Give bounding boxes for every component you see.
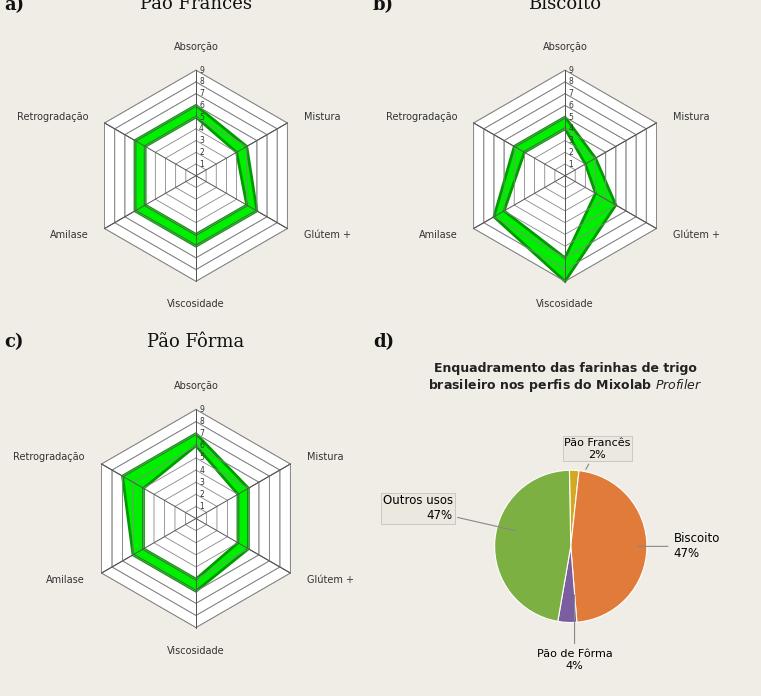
Polygon shape bbox=[101, 409, 291, 628]
Text: Retrogradação: Retrogradação bbox=[386, 111, 457, 122]
Polygon shape bbox=[155, 129, 237, 223]
Polygon shape bbox=[154, 470, 238, 567]
Wedge shape bbox=[569, 470, 579, 546]
Ellipse shape bbox=[495, 544, 647, 561]
Text: Absorção: Absorção bbox=[174, 381, 218, 391]
Text: Glútem +: Glútem + bbox=[673, 230, 720, 240]
Polygon shape bbox=[144, 458, 248, 579]
Text: Mistura: Mistura bbox=[304, 111, 340, 122]
Text: Viscosidade: Viscosidade bbox=[167, 646, 224, 656]
Polygon shape bbox=[504, 105, 626, 246]
Text: 3: 3 bbox=[199, 477, 204, 487]
Polygon shape bbox=[115, 82, 277, 269]
Polygon shape bbox=[135, 105, 257, 246]
Polygon shape bbox=[145, 117, 247, 235]
Polygon shape bbox=[164, 482, 228, 555]
Polygon shape bbox=[555, 164, 575, 187]
Text: 4: 4 bbox=[199, 125, 204, 134]
Polygon shape bbox=[135, 105, 257, 246]
Title: Biscoito: Biscoito bbox=[529, 0, 601, 13]
Text: a): a) bbox=[4, 0, 24, 14]
Text: Absorção: Absorção bbox=[174, 42, 218, 52]
Text: 2: 2 bbox=[199, 490, 204, 499]
Polygon shape bbox=[123, 434, 248, 591]
Text: 5: 5 bbox=[199, 453, 204, 462]
Polygon shape bbox=[133, 446, 259, 591]
Polygon shape bbox=[144, 446, 238, 579]
Text: 6: 6 bbox=[568, 101, 573, 110]
Polygon shape bbox=[145, 117, 247, 235]
Text: 8: 8 bbox=[199, 417, 204, 426]
Text: 8: 8 bbox=[199, 77, 204, 86]
Text: Retrogradação: Retrogradação bbox=[17, 111, 88, 122]
Polygon shape bbox=[484, 82, 646, 269]
Polygon shape bbox=[175, 494, 217, 543]
Text: Amilase: Amilase bbox=[419, 230, 457, 240]
Polygon shape bbox=[545, 152, 585, 199]
Text: 9: 9 bbox=[199, 405, 204, 414]
Text: 4: 4 bbox=[568, 125, 573, 134]
Text: 1: 1 bbox=[568, 159, 573, 168]
Wedge shape bbox=[495, 470, 571, 622]
Text: 7: 7 bbox=[199, 429, 204, 438]
Wedge shape bbox=[571, 470, 647, 622]
Text: 2: 2 bbox=[568, 148, 573, 157]
Text: b): b) bbox=[373, 0, 394, 14]
Polygon shape bbox=[165, 141, 227, 211]
Polygon shape bbox=[514, 117, 616, 235]
Polygon shape bbox=[504, 129, 596, 258]
Polygon shape bbox=[494, 94, 636, 258]
Text: d): d) bbox=[373, 333, 394, 351]
Text: 7: 7 bbox=[199, 89, 204, 98]
Polygon shape bbox=[186, 164, 206, 187]
Text: Pão Francês
2%: Pão Francês 2% bbox=[564, 438, 631, 469]
Text: 8: 8 bbox=[568, 77, 573, 86]
Text: Pão de Fôrma
4%: Pão de Fôrma 4% bbox=[537, 595, 613, 671]
Title: Pão Francês: Pão Francês bbox=[140, 0, 252, 13]
Text: 6: 6 bbox=[199, 101, 204, 110]
Polygon shape bbox=[176, 152, 216, 199]
Text: 9: 9 bbox=[199, 65, 204, 74]
Polygon shape bbox=[186, 507, 206, 530]
Wedge shape bbox=[558, 546, 577, 622]
Text: 3: 3 bbox=[568, 136, 573, 145]
Text: Enquadramento das farinhas de trigo
brasileiro nos perfis do Mixolab $\mathit{Pr: Enquadramento das farinhas de trigo bras… bbox=[428, 361, 702, 394]
Text: 1: 1 bbox=[199, 159, 204, 168]
Text: Mistura: Mistura bbox=[307, 452, 344, 462]
Text: 6: 6 bbox=[199, 441, 204, 450]
Text: Amilase: Amilase bbox=[46, 575, 84, 585]
Polygon shape bbox=[104, 70, 288, 281]
Text: 2: 2 bbox=[199, 148, 204, 157]
Polygon shape bbox=[123, 434, 269, 603]
Text: Glútem +: Glútem + bbox=[304, 230, 351, 240]
Polygon shape bbox=[112, 422, 280, 615]
Text: Retrogradação: Retrogradação bbox=[13, 452, 84, 462]
Polygon shape bbox=[473, 70, 657, 281]
Polygon shape bbox=[524, 129, 606, 223]
Text: Mistura: Mistura bbox=[673, 111, 709, 122]
Polygon shape bbox=[534, 141, 596, 211]
Polygon shape bbox=[494, 117, 616, 281]
Polygon shape bbox=[125, 94, 267, 258]
Text: c): c) bbox=[4, 333, 24, 351]
Text: Amilase: Amilase bbox=[49, 230, 88, 240]
Text: Outros usos
47%: Outros usos 47% bbox=[383, 494, 514, 530]
Text: 4: 4 bbox=[199, 466, 204, 475]
Text: 3: 3 bbox=[199, 136, 204, 145]
Text: 5: 5 bbox=[568, 113, 573, 122]
Text: Biscoito
47%: Biscoito 47% bbox=[638, 532, 720, 560]
Text: 9: 9 bbox=[568, 65, 573, 74]
Text: Absorção: Absorção bbox=[543, 42, 587, 52]
Text: Viscosidade: Viscosidade bbox=[537, 299, 594, 309]
Text: 7: 7 bbox=[568, 89, 573, 98]
Text: Glútem +: Glútem + bbox=[307, 575, 354, 585]
Text: Viscosidade: Viscosidade bbox=[167, 299, 224, 309]
Title: Pão Fôrma: Pão Fôrma bbox=[148, 333, 244, 351]
Text: 5: 5 bbox=[199, 113, 204, 122]
Text: 1: 1 bbox=[199, 502, 204, 511]
